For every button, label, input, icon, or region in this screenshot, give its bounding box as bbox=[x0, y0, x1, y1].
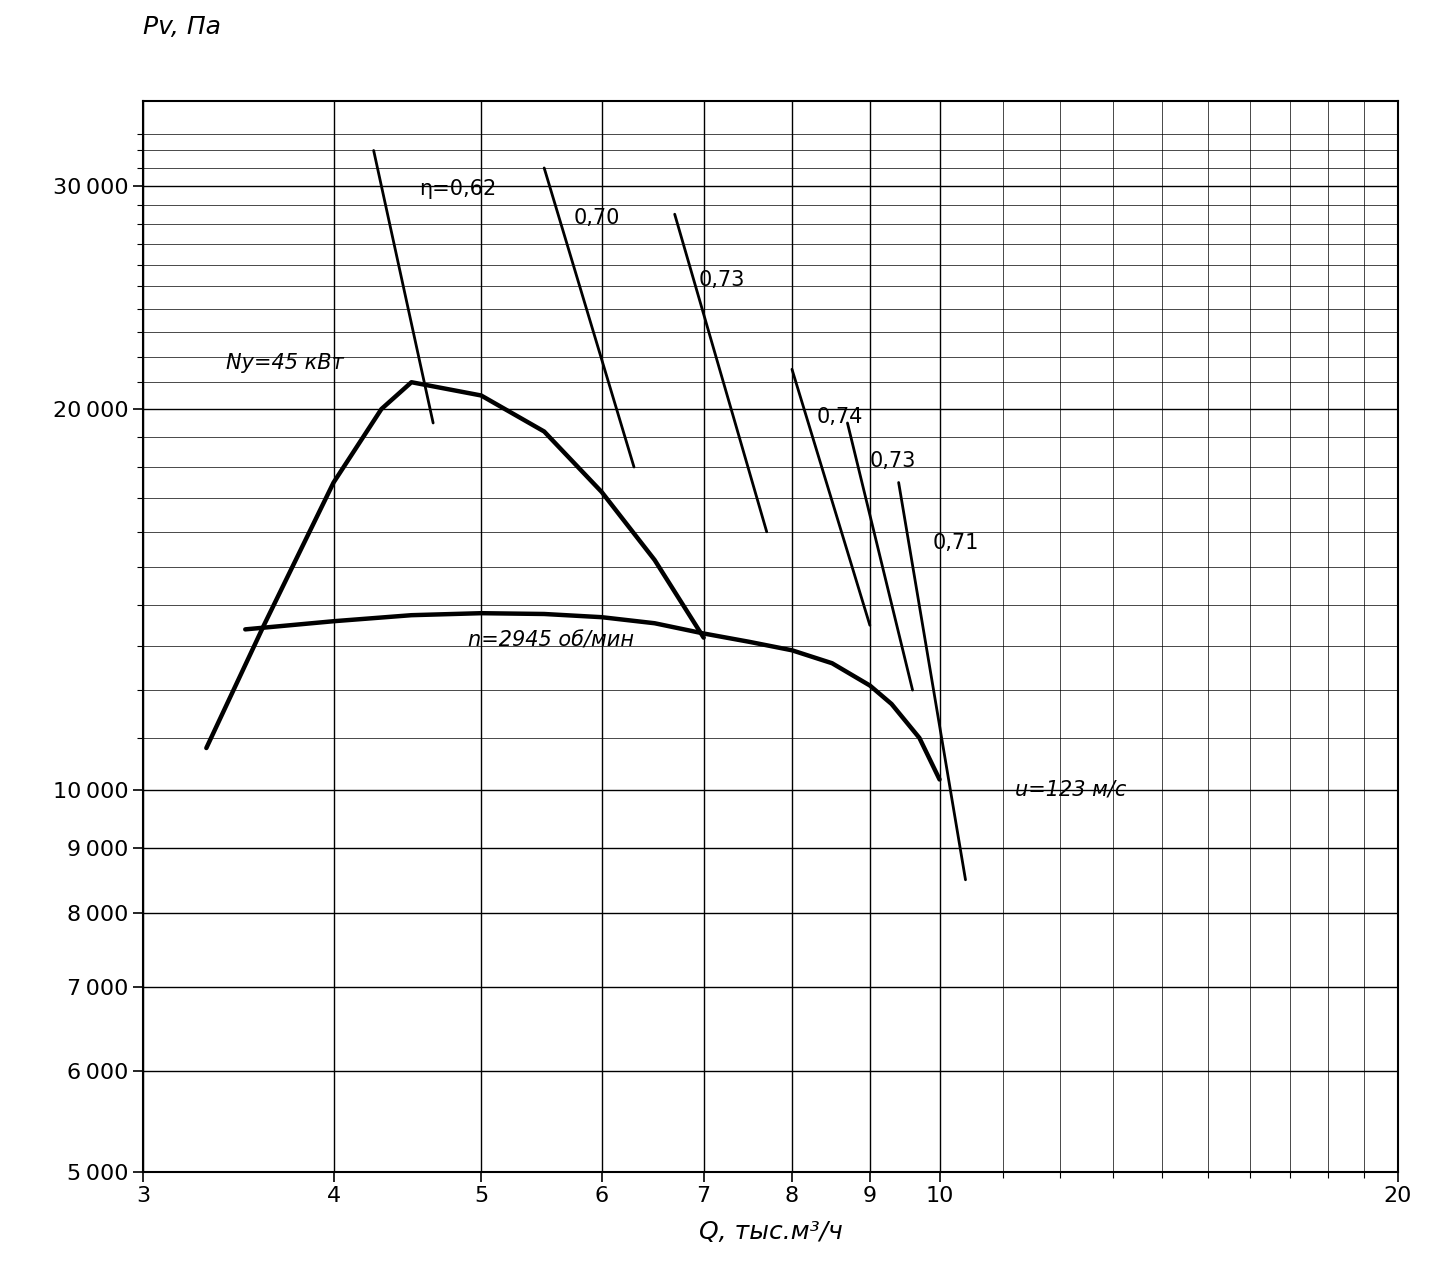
Text: u=123 м/с: u=123 м/с bbox=[1015, 781, 1126, 799]
Text: Ny=45 кВт: Ny=45 кВт bbox=[226, 353, 344, 373]
Text: 0,73: 0,73 bbox=[870, 452, 916, 471]
Text: 0,73: 0,73 bbox=[699, 271, 745, 290]
X-axis label: Q, тыс.м³/ч: Q, тыс.м³/ч bbox=[699, 1221, 843, 1245]
Text: 0,74: 0,74 bbox=[817, 407, 863, 428]
Text: 0,70: 0,70 bbox=[573, 207, 620, 228]
Text: Pv, Па: Pv, Па bbox=[143, 15, 221, 39]
Text: n=2945 об/мин: n=2945 об/мин bbox=[467, 630, 633, 650]
Text: 0,71: 0,71 bbox=[933, 534, 979, 553]
Text: η=0,62: η=0,62 bbox=[418, 180, 496, 200]
